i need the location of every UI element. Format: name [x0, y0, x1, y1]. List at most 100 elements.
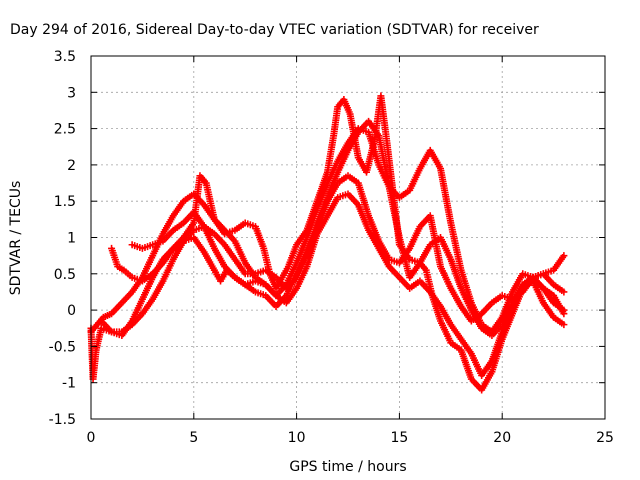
data-point-run	[120, 290, 134, 305]
data-point-run	[335, 149, 351, 174]
data-point-run	[279, 265, 291, 279]
data-point-run	[448, 257, 464, 290]
data-point-run	[346, 173, 360, 186]
data-point-run	[407, 225, 423, 250]
data-point-run	[366, 228, 382, 250]
y-tick-label: -0.5	[49, 339, 76, 355]
data-point-run	[335, 97, 346, 109]
data-point-run	[458, 348, 475, 381]
data-point-run	[355, 181, 372, 218]
y-tick-label: 1	[67, 231, 76, 247]
data-point-run	[254, 267, 267, 277]
data-point-run	[182, 191, 196, 204]
data-point-run	[284, 286, 299, 305]
data-point-run	[469, 311, 484, 324]
data-point-run	[448, 286, 464, 308]
data-point-run	[314, 214, 330, 236]
x-tick-label: 15	[390, 430, 408, 446]
y-tick-label: -1	[62, 376, 76, 392]
data-point-run	[212, 217, 227, 232]
data-point-run	[376, 246, 392, 269]
data-point-run	[181, 221, 197, 240]
data-point-run	[397, 275, 412, 291]
data-point-run	[386, 185, 403, 239]
data-point-run	[499, 305, 516, 334]
data-point-run	[552, 315, 566, 327]
data-point-run	[283, 272, 300, 297]
data-point-run	[341, 98, 353, 116]
data-point	[560, 288, 568, 296]
data-point-run	[116, 264, 126, 273]
data-point-run	[365, 130, 382, 167]
data-point-run	[448, 322, 464, 341]
data-point-run	[160, 214, 176, 236]
data-point-run	[387, 264, 402, 280]
data-point-run	[109, 301, 124, 316]
data-point-run	[254, 278, 267, 288]
data-point-run	[294, 250, 310, 276]
y-tick-label: 0	[67, 303, 76, 319]
data-point-run	[542, 267, 555, 277]
data-point-run	[139, 276, 156, 301]
series-5	[128, 190, 568, 379]
y-tick-label: 3.5	[54, 49, 76, 65]
data-point-run	[324, 134, 337, 174]
data-point-run	[330, 105, 341, 138]
data-point-run	[501, 292, 514, 302]
x-tick-label: 20	[493, 430, 511, 446]
data-point	[560, 321, 568, 329]
y-tick-label: 0.5	[54, 267, 76, 283]
axis-ticks	[90, 55, 606, 420]
data-point-run	[89, 322, 100, 334]
data-point-run	[407, 261, 423, 280]
data-point-run	[376, 239, 392, 261]
data-point-run	[99, 319, 114, 334]
data-point-run	[336, 191, 349, 201]
data-point-run	[438, 304, 454, 327]
data-point-run	[160, 257, 176, 283]
data-point-run	[129, 297, 145, 323]
data-point-run	[222, 243, 238, 261]
data-point-run	[232, 239, 248, 265]
data-point-run	[304, 232, 320, 268]
data-point-run	[377, 94, 391, 145]
data-point-run	[191, 210, 207, 229]
data-point-run	[160, 246, 176, 265]
data-point-run	[345, 130, 361, 152]
data-point-run	[233, 275, 247, 287]
data-point-run	[212, 246, 227, 269]
data-point-run	[140, 271, 155, 284]
data-point-run	[130, 312, 145, 327]
data-point-run	[254, 289, 267, 299]
data-point-run	[427, 214, 444, 268]
data-point-run	[283, 261, 300, 287]
data-point-run	[244, 278, 257, 288]
data-point-run	[552, 300, 566, 313]
data-point-run	[192, 192, 206, 207]
data-point-run	[480, 326, 494, 338]
data-point-run	[490, 293, 504, 305]
data-point-run	[244, 220, 257, 230]
data-point-run	[294, 265, 310, 290]
data-point-run	[532, 271, 545, 281]
data-point-run	[212, 232, 227, 247]
data-point-run	[233, 220, 247, 233]
x-tick-label: 0	[87, 430, 96, 446]
data-point-run	[171, 199, 186, 218]
data-point-run	[375, 134, 393, 188]
y-tick-label: 2	[67, 158, 76, 174]
data-point-run	[397, 188, 412, 200]
y-tick-labels: -1.5 -1 -0.5 0 0.5 1 1.5 2 2.5 3 3.5	[49, 49, 76, 428]
data-point-run	[499, 312, 516, 341]
data-point	[560, 252, 568, 260]
data-point-run	[171, 239, 185, 251]
data-point-run	[458, 337, 474, 356]
data-point-run	[388, 256, 401, 266]
data-point-run	[89, 348, 100, 381]
data-point-run	[541, 286, 556, 305]
data-point-run	[201, 225, 217, 250]
data-point-run	[304, 199, 320, 232]
data-point-run	[325, 196, 341, 218]
data-point-run	[479, 370, 495, 392]
